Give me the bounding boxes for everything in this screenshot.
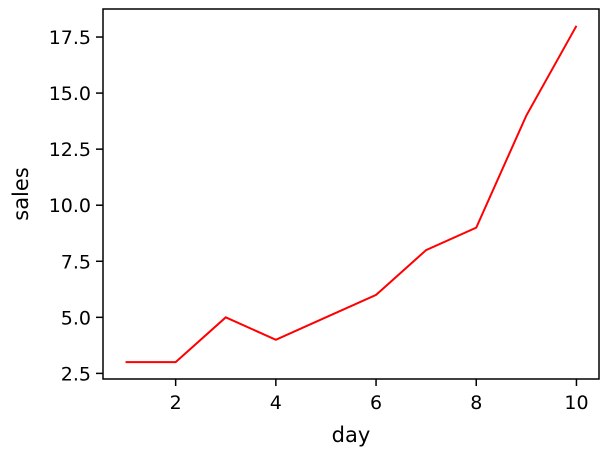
plot-frame (102, 8, 600, 380)
y-tick-label: 12.5 (49, 139, 91, 161)
series-line (125, 25, 578, 364)
plot-area (103, 9, 599, 379)
y-tick-label: 10.0 (49, 195, 91, 217)
x-tick-label: 4 (270, 392, 282, 414)
y-tick-label: 17.5 (49, 27, 91, 49)
x-tick-label: 2 (170, 392, 182, 414)
x-tick-label: 10 (564, 392, 588, 414)
x-tick-label: 6 (370, 392, 382, 414)
y-tick-label: 2.5 (61, 363, 91, 385)
y-tick-label: 15.0 (49, 83, 91, 105)
x-axis-label: day (332, 423, 371, 447)
x-axis-ticks: 2 4 6 8 10 (170, 379, 589, 414)
y-tick-label: 5.0 (61, 307, 91, 329)
x-tick-label: 8 (470, 392, 482, 414)
y-axis-label: sales (9, 167, 33, 221)
y-tick-label: 7.5 (61, 251, 91, 273)
y-axis-ticks: 2.5 5.0 7.5 10.0 12.5 15.0 17.5 (49, 27, 103, 385)
